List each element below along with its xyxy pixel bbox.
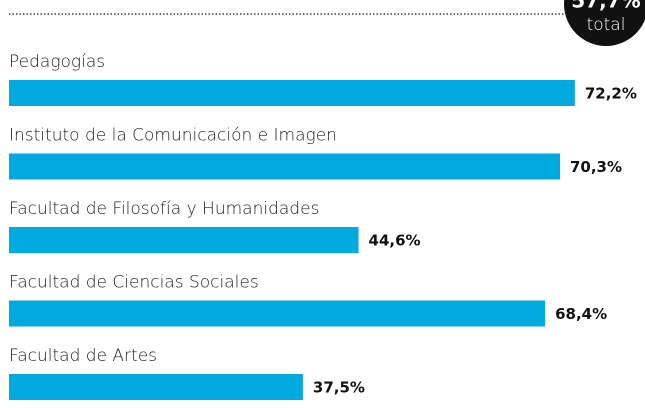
value-label: 70,3% xyxy=(570,158,622,176)
total-text: total xyxy=(587,15,626,35)
value-label: 44,6% xyxy=(369,232,421,250)
value-label: 37,5% xyxy=(313,379,365,397)
value-label: 68,4% xyxy=(555,305,607,323)
bar xyxy=(9,153,560,180)
category-label: Pedagogías xyxy=(9,52,105,72)
category-label: Facultad de Ciencias Sociales xyxy=(9,273,259,293)
bar xyxy=(9,227,359,253)
category-label: Facultad de Artes xyxy=(9,346,157,366)
category-label: Facultad de Filosofía y Humanidades xyxy=(9,199,319,219)
value-label: 72,2% xyxy=(585,85,637,103)
bar xyxy=(9,300,546,327)
category-label: Instituto de la Comunicación e Imagen xyxy=(9,126,337,146)
total-badge xyxy=(564,0,645,46)
bar xyxy=(9,80,575,106)
total-value: 57,7% xyxy=(571,0,640,13)
bar xyxy=(9,374,303,400)
